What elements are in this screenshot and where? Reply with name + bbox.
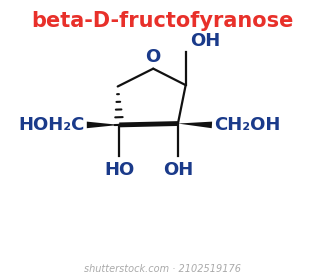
Text: OH: OH bbox=[163, 161, 193, 179]
Text: beta-D-fructofyranose: beta-D-fructofyranose bbox=[31, 11, 294, 31]
Text: O: O bbox=[145, 48, 160, 66]
Text: CH₂OH: CH₂OH bbox=[214, 116, 281, 134]
Polygon shape bbox=[178, 122, 212, 128]
Text: OH: OH bbox=[190, 32, 221, 50]
Polygon shape bbox=[87, 122, 119, 128]
Text: HOH₂C: HOH₂C bbox=[18, 116, 85, 134]
Text: HO: HO bbox=[104, 161, 134, 179]
Text: shutterstock.com · 2102519176: shutterstock.com · 2102519176 bbox=[84, 265, 241, 274]
